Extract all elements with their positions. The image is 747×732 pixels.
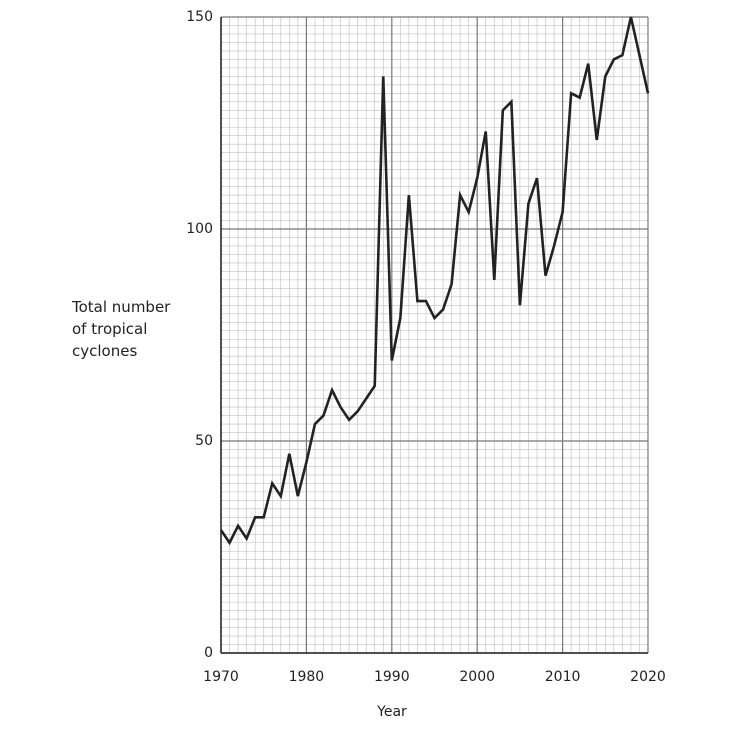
y-tick-label: 0 bbox=[204, 645, 213, 661]
x-tick-label: 1990 bbox=[374, 669, 410, 685]
x-tick-label: 2000 bbox=[459, 669, 495, 685]
y-axis-label: Total number of tropical cyclones bbox=[72, 298, 171, 360]
x-tick-label: 1970 bbox=[203, 669, 239, 685]
y-tick-label: 100 bbox=[186, 221, 213, 237]
x-tick-label: 1980 bbox=[289, 669, 325, 685]
x-tick-label: 2020 bbox=[630, 669, 666, 685]
x-tick-label: 2010 bbox=[545, 669, 581, 685]
x-axis-label: Year bbox=[376, 704, 407, 720]
y-tick-label: 150 bbox=[186, 9, 213, 25]
data-line bbox=[219, 16, 650, 546]
y-tick-label: 50 bbox=[195, 433, 213, 449]
